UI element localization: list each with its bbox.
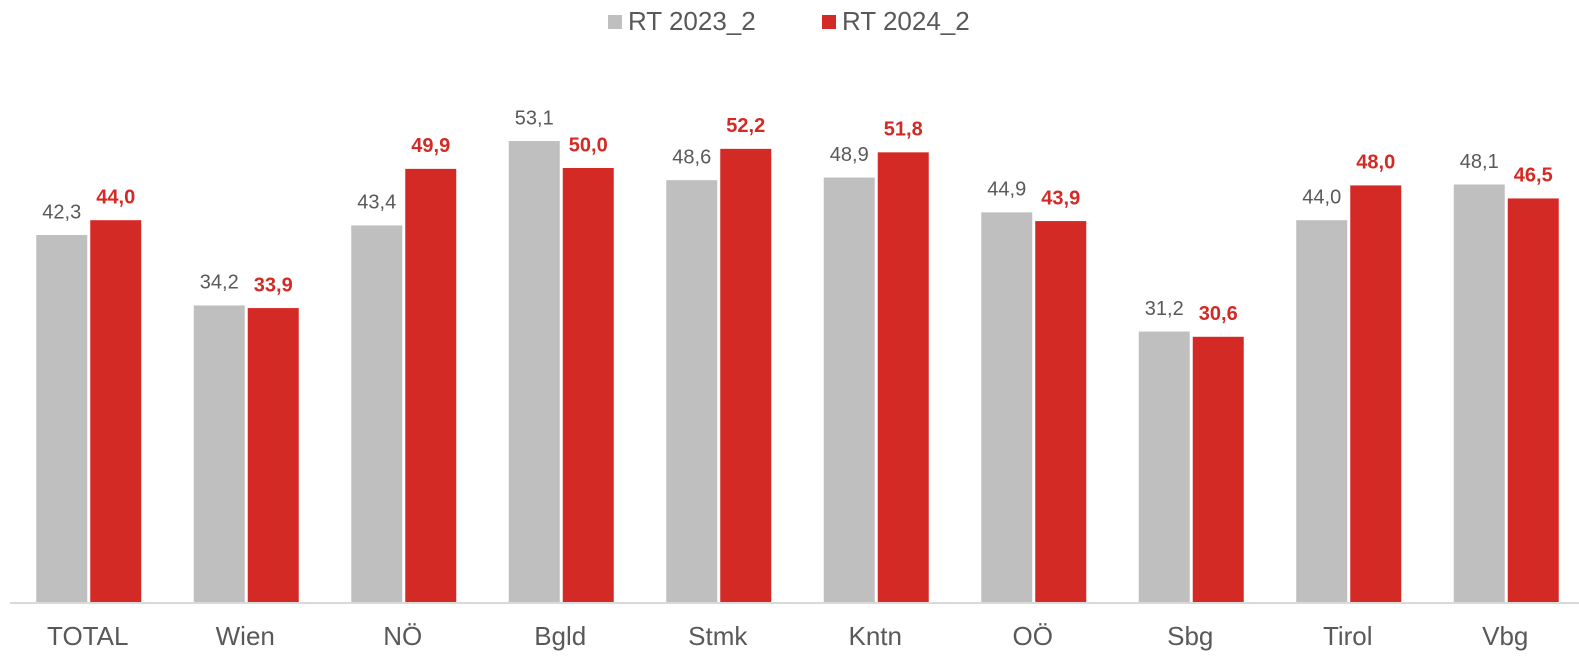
data-label: 43,9 xyxy=(1041,187,1080,209)
bar xyxy=(1192,336,1244,603)
x-tick-label: Stmk xyxy=(688,621,748,651)
data-label: 48,1 xyxy=(1460,151,1499,173)
data-label: 53,1 xyxy=(515,107,554,129)
data-label: 52,2 xyxy=(726,115,765,137)
bar xyxy=(193,305,245,603)
data-label: 49,9 xyxy=(411,135,450,157)
x-tick-label: Wien xyxy=(216,621,275,651)
legend-label: RT 2024_2 xyxy=(842,6,970,36)
bar xyxy=(1296,220,1348,603)
x-tick-label: Bgld xyxy=(534,621,586,651)
bar xyxy=(405,168,457,603)
legend-swatch xyxy=(608,15,622,29)
bar xyxy=(666,180,718,603)
bar xyxy=(1035,221,1087,603)
x-tick-label: NÖ xyxy=(383,621,422,651)
legend-label: RT 2023_2 xyxy=(628,6,756,36)
x-tick-label: Sbg xyxy=(1167,621,1213,651)
data-label: 42,3 xyxy=(42,201,81,223)
data-label: 48,9 xyxy=(830,144,869,166)
data-label: 48,6 xyxy=(672,146,711,168)
bar xyxy=(823,177,875,603)
bar xyxy=(90,220,142,603)
data-label: 44,0 xyxy=(1302,186,1341,208)
data-label: 46,5 xyxy=(1514,165,1553,187)
data-label: 30,6 xyxy=(1199,303,1238,325)
x-tick-label: Vbg xyxy=(1482,621,1528,651)
data-label: 34,2 xyxy=(200,272,239,294)
bar xyxy=(720,148,772,604)
x-tick-label: OÖ xyxy=(1013,621,1053,651)
data-label: 33,9 xyxy=(254,274,293,296)
bar xyxy=(508,141,560,603)
bar xyxy=(1453,184,1505,603)
data-label: 50,0 xyxy=(569,134,608,156)
data-label: 43,4 xyxy=(357,192,396,214)
data-label: 44,9 xyxy=(987,179,1026,201)
bar xyxy=(562,168,614,603)
data-label: 51,8 xyxy=(884,119,923,141)
bar xyxy=(1507,198,1559,603)
data-label: 48,0 xyxy=(1356,152,1395,174)
x-tick-label: TOTAL xyxy=(47,621,128,651)
bar xyxy=(351,225,403,604)
data-label: 44,0 xyxy=(96,186,135,208)
data-label: 31,2 xyxy=(1145,298,1184,320)
x-tick-label: Kntn xyxy=(849,621,903,651)
bar xyxy=(1350,185,1402,603)
x-tick-label: Tirol xyxy=(1323,621,1373,651)
bar xyxy=(981,212,1033,603)
bar xyxy=(247,308,299,603)
bar xyxy=(877,152,929,603)
legend-swatch xyxy=(822,15,836,29)
bar xyxy=(1138,331,1190,603)
bar xyxy=(36,234,88,604)
